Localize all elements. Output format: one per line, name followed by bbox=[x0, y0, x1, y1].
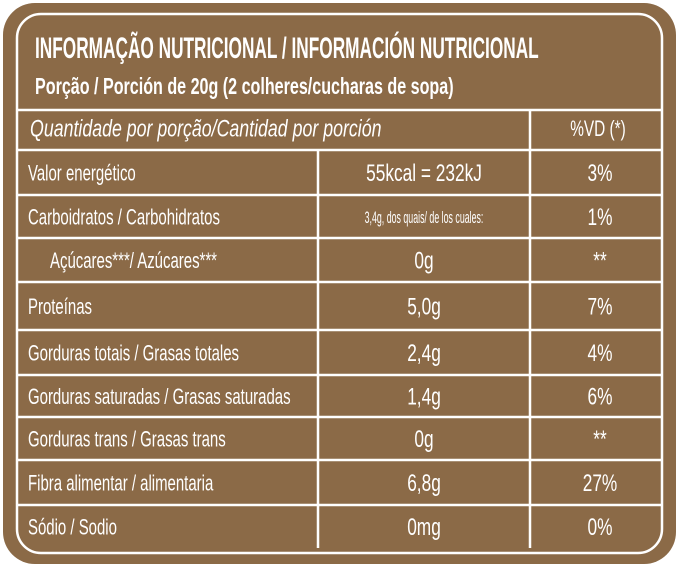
nutrient-name: Açúcares***/ Azúcares*** bbox=[50, 248, 218, 273]
column-header: %VD (*) bbox=[570, 117, 626, 141]
nutrient-name-group: Sódio / Sodio bbox=[28, 514, 117, 539]
nutrient-name-group: Fibra alimentar / alimentaria bbox=[28, 470, 214, 495]
subtitle: Porção / Porción de 20g (2 colheres/cuch… bbox=[35, 74, 454, 99]
daily-value: ** bbox=[593, 248, 606, 274]
nutrient-name: Sódio / Sodio bbox=[28, 514, 117, 539]
daily-value-group: 0% bbox=[588, 514, 613, 540]
daily-value-group: 6% bbox=[588, 384, 613, 410]
nutrient-amount: 55kcal = 232kJ bbox=[366, 160, 482, 186]
nutrient-name: Gorduras totais / Grasas totales bbox=[28, 340, 239, 365]
column-header: Quantidade por porção/Cantidad por porci… bbox=[30, 116, 381, 142]
nutrient-amount-group: 3,4g, dos quais/ de los cuales: bbox=[365, 208, 484, 227]
nutrient-amount: 3,4g, dos quais/ de los cuales: bbox=[365, 208, 484, 227]
daily-value-group: 4% bbox=[588, 340, 613, 366]
nutrient-amount: 0g bbox=[414, 248, 433, 274]
daily-value: 3% bbox=[588, 160, 613, 186]
title: INFORMAÇÃO NUTRICIONAL / INFORMACIÓN NUT… bbox=[35, 31, 539, 65]
nutrient-amount-group: 1,4g bbox=[407, 384, 441, 410]
daily-value: 1% bbox=[588, 204, 613, 230]
subtitle-group: Porção / Porción de 20g (2 colheres/cuch… bbox=[35, 74, 454, 99]
column-header-group: Quantidade por porção/Cantidad por porci… bbox=[30, 116, 381, 142]
nutrient-amount-group: 6,8g bbox=[407, 470, 441, 496]
label-border bbox=[15, 12, 664, 555]
nutrient-amount-group: 55kcal = 232kJ bbox=[366, 160, 482, 186]
daily-value-group: 27% bbox=[583, 470, 618, 496]
daily-value-group: ** bbox=[593, 248, 606, 274]
nutrient-amount-group: 5,0g bbox=[407, 294, 441, 320]
nutrient-amount-group: 0mg bbox=[407, 514, 441, 540]
daily-value: 4% bbox=[588, 340, 613, 366]
nutrient-name-group: Gorduras totais / Grasas totales bbox=[28, 340, 239, 365]
nutrient-name: Gorduras trans / Grasas trans bbox=[28, 426, 226, 451]
nutrient-name-group: Proteínas bbox=[28, 294, 92, 319]
nutrient-amount-group: 0g bbox=[414, 248, 433, 274]
nutrient-amount: 5,0g bbox=[407, 294, 441, 320]
daily-value: 6% bbox=[588, 384, 613, 410]
nutrient-name-group: Carboidratos / Carbohidratos bbox=[28, 204, 220, 229]
nutrient-name: Valor energético bbox=[28, 160, 136, 185]
label-background bbox=[3, 3, 676, 564]
daily-value: 0% bbox=[588, 514, 613, 540]
daily-value: 7% bbox=[588, 294, 613, 320]
nutrient-amount-group: 0g bbox=[414, 426, 433, 452]
nutrient-name-group: Açúcares***/ Azúcares*** bbox=[50, 248, 218, 273]
daily-value: 27% bbox=[583, 470, 618, 496]
nutrient-amount: 1,4g bbox=[407, 384, 441, 410]
nutrient-name: Carboidratos / Carbohidratos bbox=[28, 204, 220, 229]
daily-value-group: 1% bbox=[588, 204, 613, 230]
nutrient-name-group: Gorduras trans / Grasas trans bbox=[28, 426, 226, 451]
title-group: INFORMAÇÃO NUTRICIONAL / INFORMACIÓN NUT… bbox=[35, 31, 539, 65]
nutrient-amount: 2,4g bbox=[407, 340, 441, 366]
daily-value-group: 7% bbox=[588, 294, 613, 320]
nutrient-name-group: Gorduras saturadas / Grasas saturadas bbox=[28, 384, 291, 409]
nutrient-amount-group: 2,4g bbox=[407, 340, 441, 366]
nutrient-name: Gorduras saturadas / Grasas saturadas bbox=[28, 384, 291, 409]
column-header-group: %VD (*) bbox=[570, 117, 626, 141]
nutrient-name: Fibra alimentar / alimentaria bbox=[28, 470, 214, 495]
nutrient-amount: 0g bbox=[414, 426, 433, 452]
nutrient-amount: 0mg bbox=[407, 514, 441, 540]
daily-value-group: ** bbox=[593, 426, 606, 452]
nutrient-name: Proteínas bbox=[28, 294, 92, 319]
nutrient-amount: 6,8g bbox=[407, 470, 441, 496]
daily-value-group: 3% bbox=[588, 160, 613, 186]
nutrient-name-group: Valor energético bbox=[28, 160, 136, 185]
daily-value: ** bbox=[593, 426, 606, 452]
